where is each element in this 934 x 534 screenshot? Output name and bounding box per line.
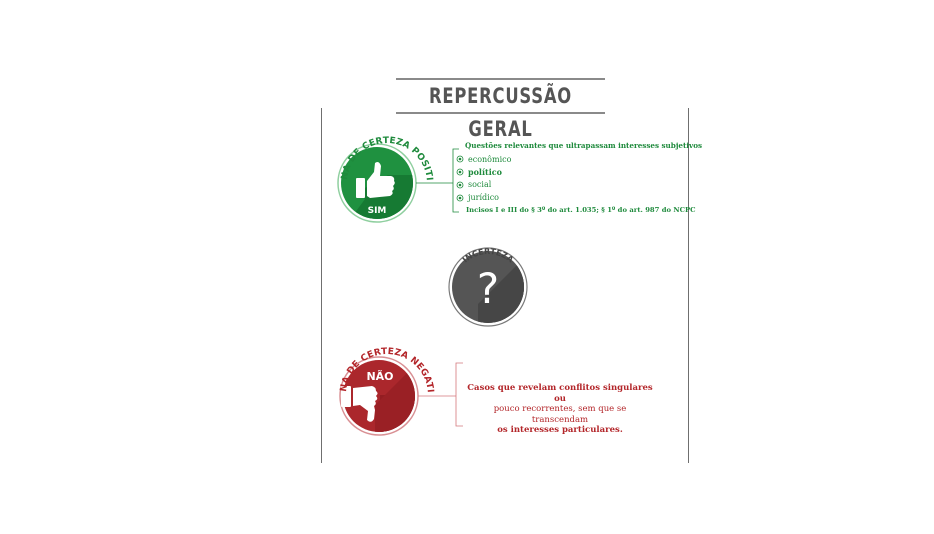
positive-item-social: social	[468, 180, 492, 189]
right-frame-line	[688, 108, 689, 463]
bullet-icons	[456, 155, 464, 202]
negative-description-line-2: pouco recorrentes, sem que se transcenda…	[493, 404, 627, 425]
question-mark-icon: ?	[477, 264, 499, 313]
thumbs-up-icon	[356, 162, 395, 198]
positive-zone: SIM ZONA DE CERTEZA POSITIVA	[0, 0, 464, 223]
negative-description-line-3: os interesses particulares.	[497, 425, 623, 435]
positive-item-juridico: jurídico	[468, 193, 499, 202]
negative-zone: NÃO ZONA DE CERTEZA NEGATIVA	[0, 0, 463, 436]
negative-description: Casos que revelam conflitos singulares o…	[465, 383, 655, 436]
positive-footer: Incisos I e III do § 3º do art. 1.035; §…	[466, 206, 696, 214]
page-title: REPERCUSSÃO GERAL	[429, 84, 572, 141]
left-frame-line	[321, 108, 322, 463]
thumbs-down-icon	[341, 386, 378, 422]
positive-heading: Questões relevantes que ultrapassam inte…	[465, 141, 703, 150]
uncertain-zone: ? INCERTEZA	[448, 247, 528, 327]
title-banner: REPERCUSSÃO GERAL	[396, 78, 605, 141]
positive-item-economico: econômico	[468, 155, 512, 164]
positive-badge: SIM	[368, 206, 387, 216]
negative-badge: NÃO	[366, 370, 393, 383]
negative-description-line-1: Casos que revelam conflitos singulares o…	[467, 383, 653, 404]
positive-item-politico: político	[468, 167, 502, 177]
